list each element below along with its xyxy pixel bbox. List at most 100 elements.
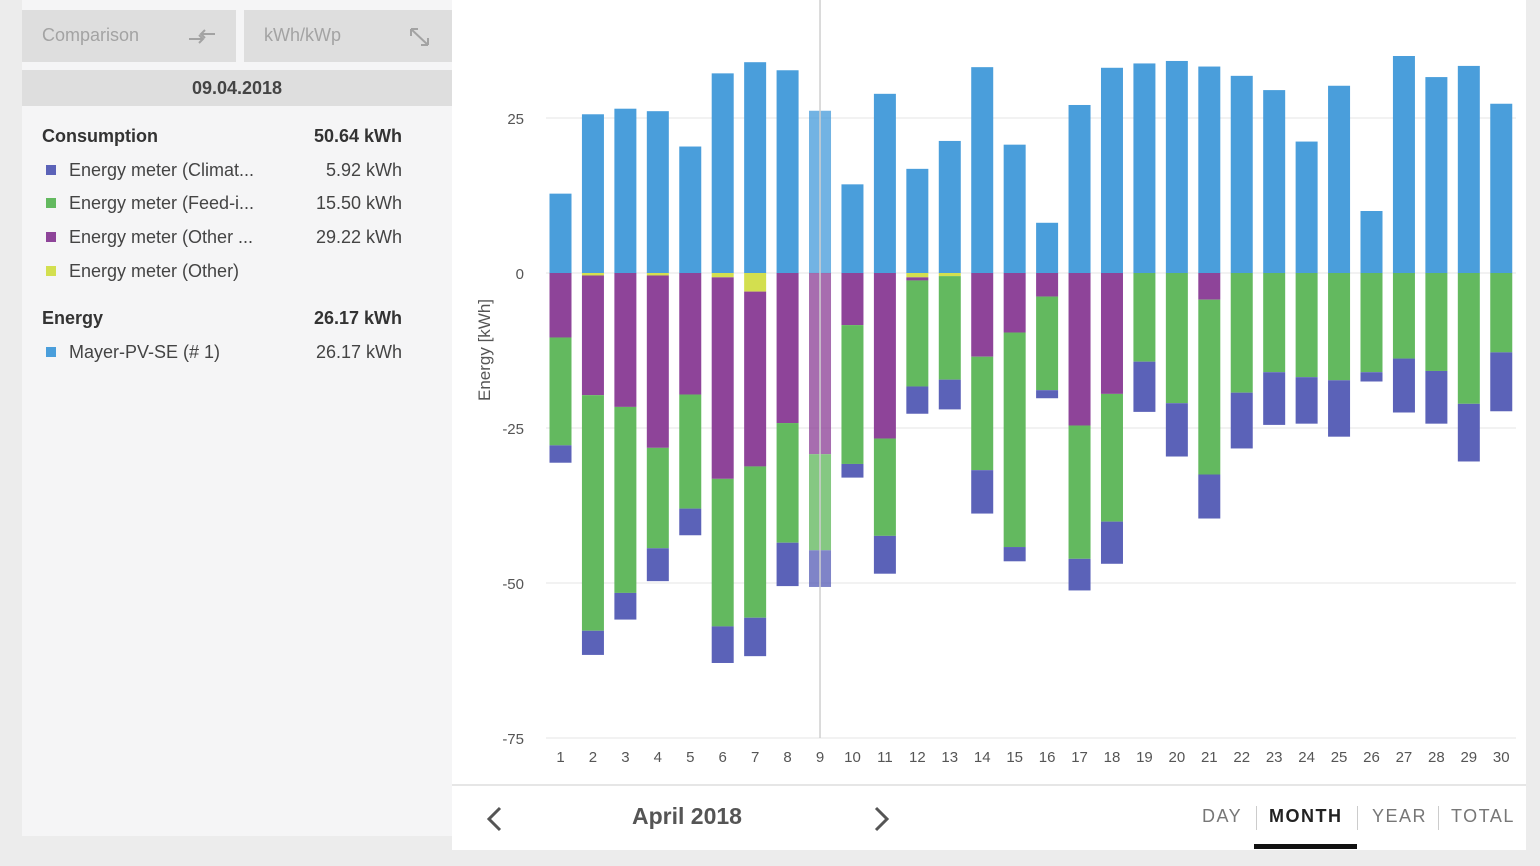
tab-year[interactable]: YEAR bbox=[1372, 806, 1428, 826]
bar-segment bbox=[1068, 273, 1091, 426]
period-label: April 2018 bbox=[632, 803, 742, 829]
comparison-label: Comparison bbox=[42, 25, 140, 45]
legend-item-other[interactable]: Energy meter (Other) bbox=[42, 257, 402, 285]
bar-segment bbox=[744, 617, 767, 657]
legend-item-name: Mayer-PV-SE (# 1) bbox=[69, 342, 221, 362]
bar-segment bbox=[906, 386, 929, 414]
bar-segment bbox=[1295, 273, 1318, 378]
bar-segment bbox=[841, 273, 864, 326]
legend-swatch bbox=[46, 232, 56, 242]
bar-segment bbox=[906, 280, 929, 387]
bar-segment bbox=[906, 168, 929, 273]
x-tick-label: 29 bbox=[1460, 749, 1477, 766]
bar-segment bbox=[744, 466, 767, 618]
x-tick-label: 30 bbox=[1493, 749, 1510, 766]
bar-segment bbox=[1490, 352, 1513, 412]
bar-segment bbox=[776, 70, 799, 273]
bar-segment bbox=[581, 630, 604, 655]
legend-item-other-truncated[interactable]: Energy meter (Other ... 29.22 kWh bbox=[42, 223, 402, 251]
bar-segment bbox=[1263, 90, 1286, 273]
bar-segment bbox=[646, 447, 669, 549]
bar-segment bbox=[841, 325, 864, 464]
y-tick-label: 25 bbox=[507, 111, 524, 128]
x-tick-label: 4 bbox=[654, 749, 662, 766]
tab-separator bbox=[1256, 806, 1257, 830]
x-tick-label: 2 bbox=[589, 749, 597, 766]
y-tick-label: 0 bbox=[516, 266, 524, 283]
bar-segment bbox=[1068, 558, 1091, 591]
bar-segment bbox=[1100, 67, 1123, 273]
bar-segment bbox=[776, 542, 799, 587]
x-tick-label: 10 bbox=[844, 749, 861, 766]
legend-item-feed-in[interactable]: Energy meter (Feed-i... 15.50 kWh bbox=[42, 189, 402, 217]
legend-item-name: Energy meter (Other ... bbox=[69, 227, 254, 247]
legend-item-name: Energy meter (Climat... bbox=[69, 160, 255, 180]
comparison-button[interactable]: Comparison bbox=[22, 10, 236, 62]
bar-segment bbox=[614, 592, 637, 620]
y-axis-title: Energy [kWh] bbox=[475, 299, 494, 401]
bar-segment bbox=[1003, 332, 1026, 548]
bar-segment bbox=[1392, 56, 1415, 273]
kwh-kwp-button[interactable]: kWh/kWp bbox=[244, 10, 452, 62]
x-tick-label: 21 bbox=[1201, 749, 1218, 766]
bar-segment bbox=[1360, 211, 1383, 273]
bar-segment bbox=[711, 626, 734, 663]
y-tick-label: -75 bbox=[502, 731, 524, 748]
legend-item-climate[interactable]: Energy meter (Climat... 5.92 kWh bbox=[42, 156, 402, 184]
bar-segment bbox=[1036, 390, 1059, 399]
bar-segment bbox=[679, 146, 702, 273]
bar-segment bbox=[1328, 85, 1351, 273]
x-tick-label: 5 bbox=[686, 749, 694, 766]
tab-month[interactable]: MONTH bbox=[1269, 806, 1343, 826]
bar-segment bbox=[581, 273, 604, 276]
chevron-left-icon[interactable] bbox=[480, 802, 510, 836]
x-tick-label: 26 bbox=[1363, 749, 1380, 766]
x-tick-label: 25 bbox=[1331, 749, 1348, 766]
x-tick-label: 13 bbox=[941, 749, 958, 766]
legend-item-value: 5.92 kWh bbox=[325, 160, 402, 180]
bar-segment bbox=[1068, 425, 1091, 559]
bar-segment bbox=[1230, 273, 1253, 393]
bar-segment bbox=[841, 184, 864, 273]
bar-segment bbox=[1198, 66, 1221, 273]
bar-segment bbox=[1328, 273, 1351, 381]
bar-segment bbox=[711, 273, 734, 278]
legend-item-name: Energy meter (Feed-i... bbox=[69, 193, 255, 213]
compare-arrows-icon bbox=[189, 29, 215, 44]
bar-segment bbox=[873, 535, 896, 574]
energy-chart[interactable]: Energy [kWh] 250-25-50-75 1 2 3 4 5 6 7 8 9 10 11 1… bbox=[452, 0, 1526, 784]
tab-total[interactable]: TOTAL bbox=[1451, 806, 1515, 826]
divider bbox=[452, 784, 1526, 786]
bar-segment bbox=[873, 273, 896, 439]
bar-segment bbox=[1295, 377, 1318, 424]
bar-segment bbox=[841, 463, 864, 478]
chevron-right-icon[interactable] bbox=[866, 802, 896, 836]
x-tick-label: 11 bbox=[877, 749, 893, 766]
x-tick-label: 6 bbox=[719, 749, 727, 766]
bar-segment bbox=[1392, 358, 1415, 413]
bar-segment bbox=[549, 193, 572, 273]
bar-segment bbox=[646, 548, 669, 582]
bar-segment bbox=[906, 273, 929, 278]
bar-segment bbox=[776, 423, 799, 543]
bar-segment bbox=[581, 114, 604, 273]
tab-day[interactable]: DAY bbox=[1202, 806, 1243, 826]
bar-segment bbox=[1100, 393, 1123, 522]
legend-item-value: 29.22 kWh bbox=[315, 227, 402, 247]
x-tick-label: 23 bbox=[1266, 749, 1283, 766]
consumption-label: Consumption bbox=[42, 126, 158, 146]
bar-segment bbox=[1165, 60, 1188, 274]
bar-segment bbox=[1360, 372, 1383, 382]
grid: 25 0 -25 -50 -75 bbox=[502, 111, 1516, 748]
x-tick-label: 28 bbox=[1428, 749, 1445, 766]
bar-segment bbox=[1263, 273, 1286, 373]
tab-separator bbox=[1438, 806, 1439, 830]
legend-item-value: 15.50 kWh bbox=[315, 193, 402, 213]
bar-segment bbox=[1198, 299, 1221, 475]
legend-swatch bbox=[46, 347, 56, 357]
legend-item-pv[interactable]: Mayer-PV-SE (# 1) 26.17 kWh bbox=[42, 338, 402, 366]
x-tick-label: 12 bbox=[909, 749, 926, 766]
x-tick-label: 18 bbox=[1104, 749, 1121, 766]
legend-swatch bbox=[46, 266, 56, 276]
bar-segment bbox=[744, 291, 767, 467]
